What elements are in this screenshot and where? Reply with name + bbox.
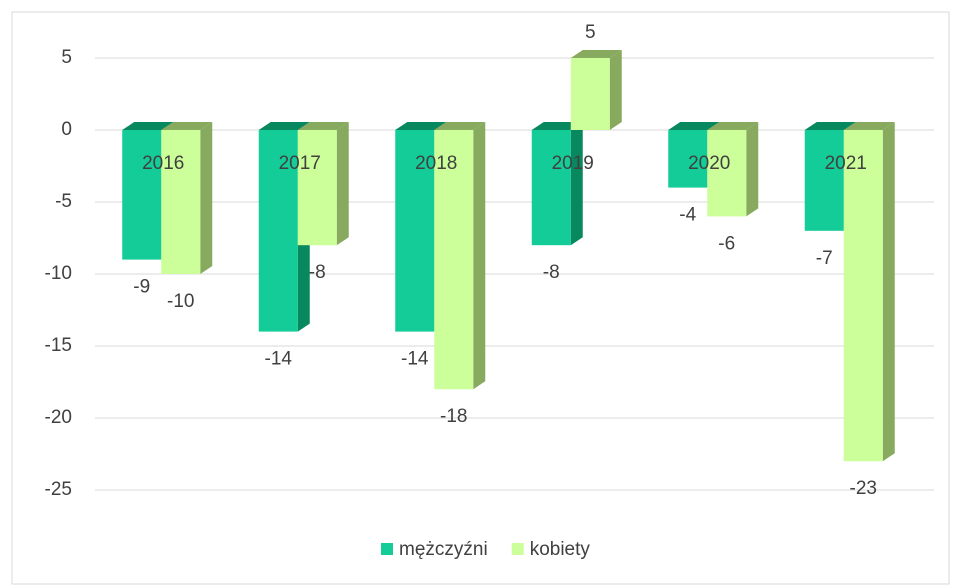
bar: [434, 130, 474, 390]
bar-side: [570, 122, 583, 246]
bar-value-label: -9: [133, 277, 150, 298]
bar-side: [336, 122, 349, 246]
bar: [668, 130, 708, 188]
bar-value-label: -4: [679, 205, 696, 226]
x-tick-label: 2018: [415, 153, 457, 174]
bar-value-label: -14: [265, 349, 293, 370]
x-tick-label: 2021: [825, 153, 867, 174]
bar-value-label: -7: [816, 248, 833, 269]
bar: [707, 130, 747, 217]
bar-side: [200, 122, 213, 274]
legend-swatch: [511, 543, 524, 555]
y-tick-label: 0: [61, 119, 72, 140]
bar: [258, 130, 298, 332]
bar-top: [531, 122, 583, 130]
bar: [297, 130, 337, 246]
bar: [122, 130, 162, 260]
x-tick-label: 2017: [279, 153, 321, 174]
bar-top: [434, 122, 486, 130]
bar-value-label: -23: [850, 478, 877, 499]
bar-top: [122, 122, 174, 130]
bar-top: [570, 50, 622, 58]
bar-value-label: -8: [543, 262, 560, 283]
bar-value-label: -14: [401, 349, 429, 370]
x-tick-label: 2019: [552, 153, 594, 174]
bar-top: [804, 122, 856, 130]
bar-value-label: -6: [718, 233, 735, 254]
bar: [804, 130, 844, 231]
bar-side: [746, 122, 759, 217]
bar-value-label: -8: [309, 262, 326, 283]
bar: [395, 130, 435, 332]
y-tick-label: 5: [61, 47, 72, 68]
bar-top: [258, 122, 310, 130]
bar-top: [668, 122, 720, 130]
legend-label: kobiety: [530, 539, 591, 560]
legend-swatch: [381, 543, 393, 555]
bar: [161, 130, 201, 274]
bar-top: [395, 122, 447, 130]
y-tick-label: -25: [45, 479, 72, 500]
bar: [843, 130, 883, 462]
y-tick-label: -10: [45, 263, 72, 284]
bar-side: [609, 50, 622, 130]
bar-value-label: -18: [440, 406, 467, 427]
bar-side: [882, 122, 895, 462]
bar-top: [297, 122, 349, 130]
bar-value-label: 5: [585, 22, 596, 43]
bar-top: [161, 122, 213, 130]
y-tick-label: -5: [55, 191, 72, 212]
bar-value-label: -10: [167, 291, 194, 312]
bar: [570, 58, 610, 130]
bar-top: [707, 122, 759, 130]
x-tick-label: 2020: [688, 153, 730, 174]
x-tick-label: 2016: [142, 153, 184, 174]
legend-label: mężczyźni: [399, 539, 488, 560]
bar-top: [843, 122, 895, 130]
y-tick-label: -20: [45, 407, 72, 428]
y-tick-label: -15: [45, 335, 72, 356]
bar: [531, 130, 571, 246]
bar-side: [473, 122, 486, 390]
